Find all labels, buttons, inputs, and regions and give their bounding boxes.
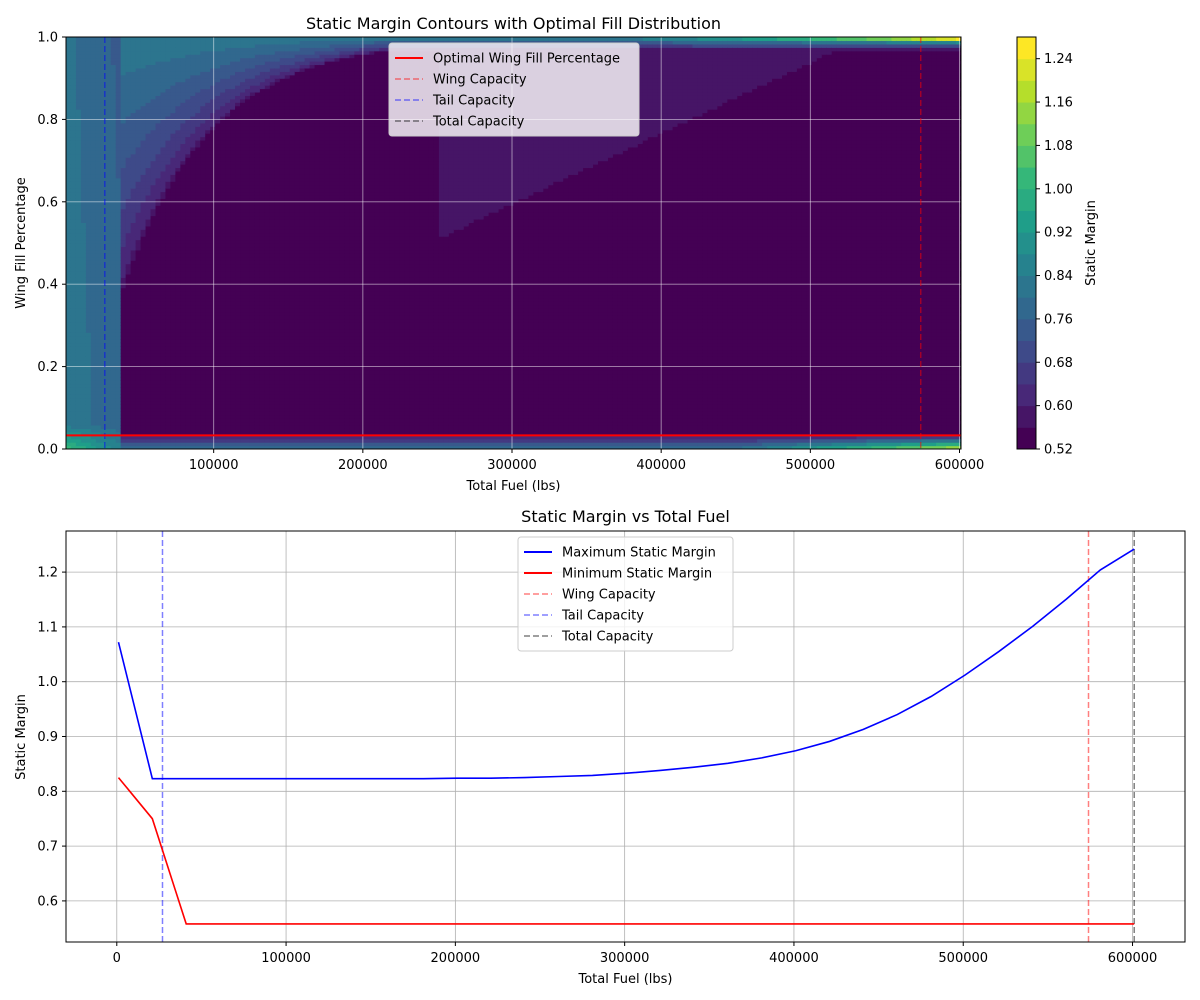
colorbar-segment xyxy=(1017,37,1036,60)
colorbar-segment xyxy=(1017,123,1036,146)
colorbar-tick-label: 0.76 xyxy=(1044,312,1073,327)
y-tick-label: 0.7 xyxy=(37,840,58,855)
colorbar-segment xyxy=(1017,167,1036,190)
x-tick-label: 300000 xyxy=(600,951,650,966)
x-tick-label: 100000 xyxy=(189,458,239,473)
x-tick-label: 200000 xyxy=(431,951,481,966)
colorbar-tick-label: 1.08 xyxy=(1044,139,1073,154)
legend-label: Maximum Static Margin xyxy=(562,546,716,561)
colorbar-segment xyxy=(1017,188,1036,211)
x-tick-label: 0 xyxy=(113,951,121,966)
contour-legend: Optimal Wing Fill Percentage Wing Capacit… xyxy=(388,42,640,137)
legend-label: Tail Capacity xyxy=(561,609,644,624)
line-y-ticks: 0.6 0.7 0.8 0.9 1.0 1.1 1.2 xyxy=(37,566,66,909)
colorbar: 0.52 0.60 0.68 0.76 0.84 0.92 1.00 1.08 1.16 1.24 xyxy=(1016,36,1073,458)
y-tick-label: 0.6 xyxy=(37,894,58,909)
legend-label: Total Capacity xyxy=(432,115,525,130)
colorbar-label: Static Margin xyxy=(1084,200,1099,286)
colorbar-frame xyxy=(1016,36,1037,450)
colorbar-segment xyxy=(1017,362,1036,385)
y-tick-label: 0.6 xyxy=(37,195,58,210)
legend-label: Tail Capacity xyxy=(432,94,515,109)
x-tick-label: 600000 xyxy=(935,458,985,473)
contour-chart-title: Static Margin Contours with Optimal Fill… xyxy=(306,14,721,33)
line-y-axis-label: Static Margin xyxy=(14,694,29,780)
y-tick-label: 1.2 xyxy=(37,566,58,581)
legend-label: Optimal Wing Fill Percentage xyxy=(433,52,620,67)
contour-overlay-lines xyxy=(66,37,961,449)
y-tick-label: 0.8 xyxy=(37,113,58,128)
x-tick-label: 400000 xyxy=(769,951,819,966)
x-tick-label: 500000 xyxy=(786,458,836,473)
colorbar-segment xyxy=(1017,383,1036,407)
y-tick-label: 0.8 xyxy=(37,785,58,800)
colorbar-tick-label: 0.52 xyxy=(1044,443,1073,458)
x-tick-label: 300000 xyxy=(487,458,537,473)
y-tick-label: 1.1 xyxy=(37,620,58,635)
colorbar-segment xyxy=(1017,427,1036,450)
series-line xyxy=(117,777,1135,925)
y-tick-label: 0.0 xyxy=(37,443,58,458)
line-chart-title: Static Margin vs Total Fuel xyxy=(521,507,730,526)
colorbar-segment xyxy=(1017,340,1036,363)
series-line xyxy=(117,548,1135,780)
colorbar-tick-label: 1.24 xyxy=(1044,52,1073,67)
contour-x-axis-label: Total Fuel (lbs) xyxy=(465,479,560,494)
contour-axes-frame xyxy=(65,36,962,450)
y-tick-label: 0.4 xyxy=(37,278,58,293)
x-tick-label: 100000 xyxy=(261,951,311,966)
y-tick-label: 1.0 xyxy=(37,675,58,690)
line-chart: Static Margin vs Total Fuel 0 100000 20000… xyxy=(14,507,1186,987)
legend-label: Wing Capacity xyxy=(562,588,656,603)
colorbar-segment xyxy=(1017,297,1036,320)
legend-box xyxy=(517,536,734,652)
colorbar-segment xyxy=(1017,275,1036,298)
contour-chart: Static Margin Contours with Optimal Fill… xyxy=(14,14,1099,494)
line-x-ticks: 0 100000 200000 300000 400000 500000 600000 xyxy=(113,942,1158,966)
colorbar-tick-label: 0.84 xyxy=(1044,269,1073,284)
colorbar-segment xyxy=(1017,253,1036,277)
colorbar-segment xyxy=(1017,318,1036,342)
contour-y-ticks: 0.0 0.2 0.4 0.6 0.8 1.0 xyxy=(37,31,66,458)
colorbar-segment xyxy=(1017,80,1036,103)
colorbar-tick-label: 1.00 xyxy=(1044,182,1073,197)
colorbar-segment xyxy=(1017,232,1036,255)
y-tick-label: 0.2 xyxy=(37,360,58,375)
legend-label: Total Capacity xyxy=(561,630,654,645)
y-tick-label: 0.9 xyxy=(37,730,58,745)
x-tick-label: 400000 xyxy=(636,458,686,473)
x-tick-label: 200000 xyxy=(338,458,388,473)
colorbar-tick-label: 0.60 xyxy=(1044,399,1073,414)
colorbar-tick-label: 0.68 xyxy=(1044,356,1073,371)
colorbar-tick-label: 1.16 xyxy=(1044,96,1073,111)
x-tick-label: 600000 xyxy=(1108,951,1158,966)
y-tick-label: 1.0 xyxy=(37,31,58,46)
colorbar-segment xyxy=(1017,145,1036,168)
colorbar-segment xyxy=(1017,58,1036,81)
colorbar-segment xyxy=(1017,102,1036,125)
colorbar-tick-label: 0.92 xyxy=(1044,226,1073,241)
line-x-axis-label: Total Fuel (lbs) xyxy=(577,972,672,987)
legend-box xyxy=(388,42,640,137)
line-legend: Maximum Static Margin Minimum Static Marg… xyxy=(517,536,734,652)
legend-label: Minimum Static Margin xyxy=(562,567,712,582)
legend-label: Wing Capacity xyxy=(433,73,527,88)
colorbar-segment xyxy=(1017,210,1036,233)
x-tick-label: 500000 xyxy=(938,951,988,966)
colorbar-segment xyxy=(1017,405,1036,428)
contour-x-ticks: 100000 200000 300000 400000 500000 600000 xyxy=(189,449,984,473)
contour-y-axis-label: Wing Fill Percentage xyxy=(14,177,29,308)
line-series-area xyxy=(117,531,1135,942)
